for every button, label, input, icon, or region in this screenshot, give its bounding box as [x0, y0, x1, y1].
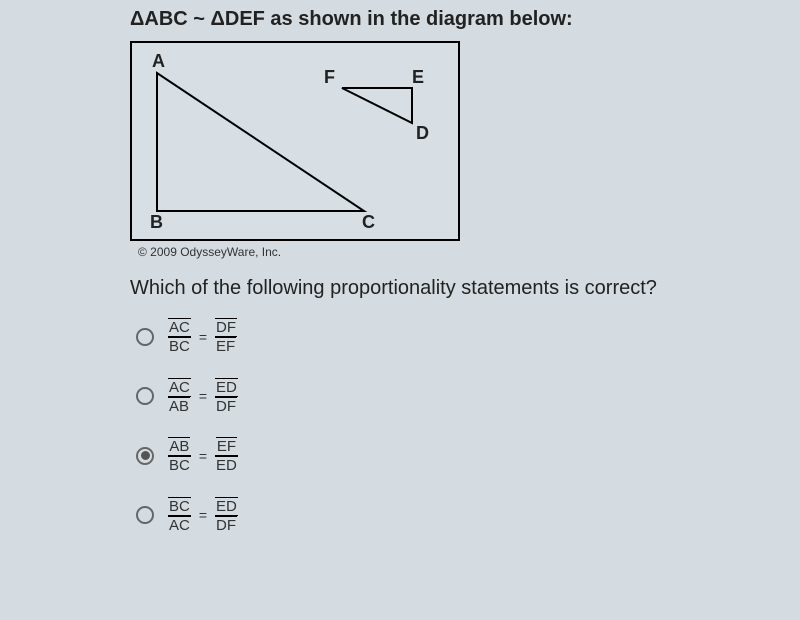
option-4-expression: BC AC = ED DF — [168, 497, 238, 535]
option-4[interactable]: BC AC = ED DF — [136, 497, 780, 535]
vertex-label-a: A — [152, 51, 165, 72]
radio-icon — [136, 506, 154, 524]
option-2[interactable]: AC AB = ED DF — [136, 378, 780, 416]
option-1[interactable]: AC BC = DF EF — [136, 318, 780, 356]
radio-icon — [136, 328, 154, 346]
vertex-label-f: F — [324, 67, 335, 88]
vertex-label-d: D — [416, 123, 429, 144]
large-triangle — [157, 73, 364, 211]
small-triangle — [342, 88, 412, 123]
copyright-text: © 2009 OdysseyWare, Inc. — [138, 245, 780, 259]
diagram-container: A B C F E D — [130, 41, 460, 241]
vertex-label-c: C — [362, 212, 375, 233]
question-text: Which of the following proportionality s… — [130, 277, 780, 300]
radio-icon — [136, 387, 154, 405]
vertex-label-e: E — [412, 67, 424, 88]
vertex-label-b: B — [150, 212, 163, 233]
option-3[interactable]: AB BC = EF ED — [136, 437, 780, 475]
radio-icon — [136, 447, 154, 465]
problem-statement: ΔABC ~ ΔDEF as shown in the diagram belo… — [130, 8, 780, 31]
options-group: AC BC = DF EF AC AB = ED DF — [130, 318, 780, 534]
option-2-expression: AC AB = ED DF — [168, 378, 238, 416]
option-3-expression: AB BC = EF ED — [168, 437, 238, 475]
option-1-expression: AC BC = DF EF — [168, 318, 237, 356]
